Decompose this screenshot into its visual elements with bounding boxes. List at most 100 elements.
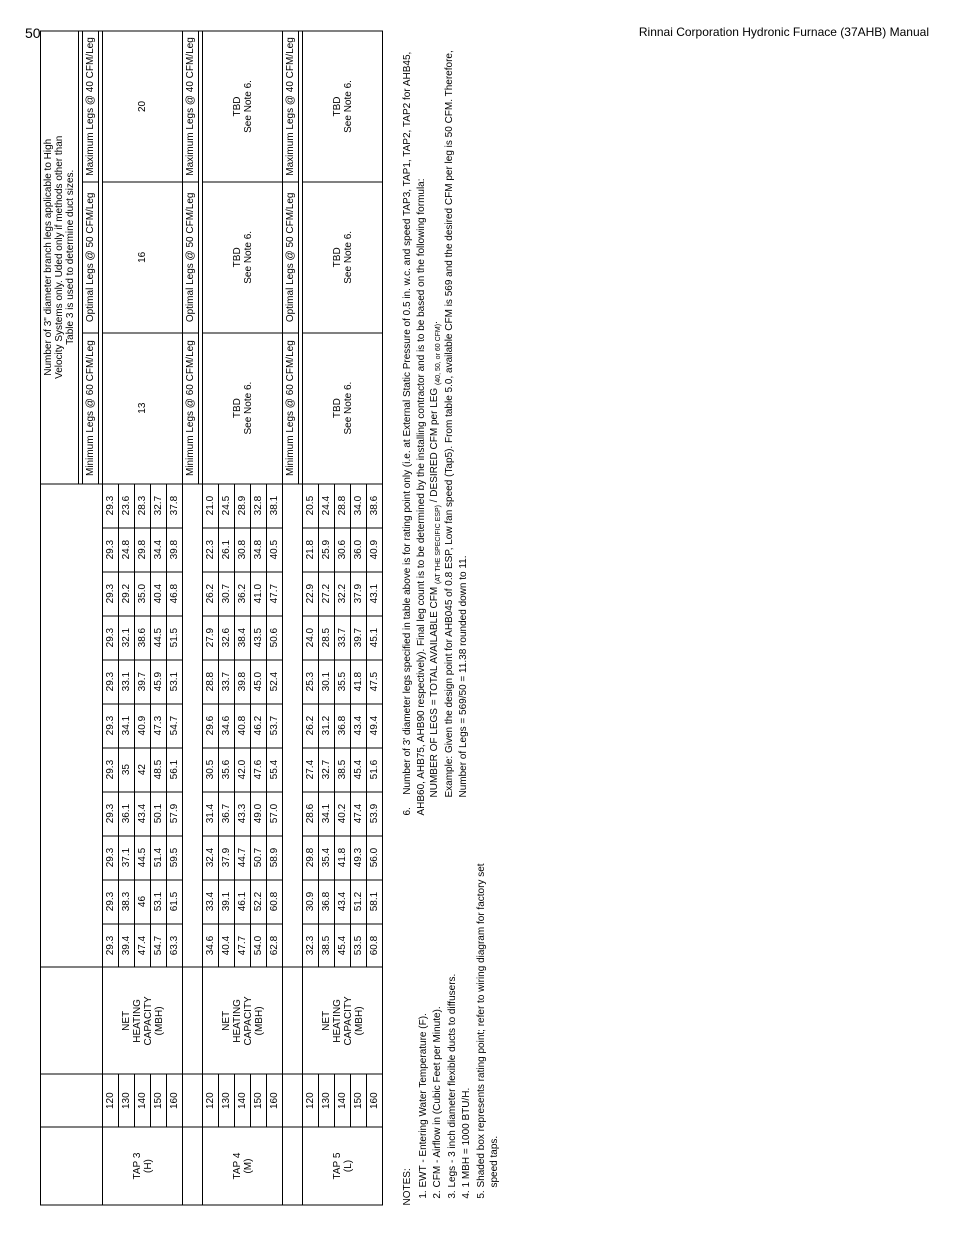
data-cell: 47.6 xyxy=(251,747,267,791)
min-legs-header-5: Minimum Legs @ 60 CFM/Leg xyxy=(283,332,299,483)
data-cell: 36.0 xyxy=(351,527,367,571)
data-cell: 34.1 xyxy=(319,791,335,835)
data-cell: 50.1 xyxy=(151,791,167,835)
data-cell: 35.6 xyxy=(219,747,235,791)
data-cell: 28.8 xyxy=(335,483,351,527)
data-cell: 30.5 xyxy=(203,747,219,791)
data-cell: 44.5 xyxy=(135,835,151,879)
data-cell: 35.5 xyxy=(335,659,351,703)
data-cell: 45.4 xyxy=(335,923,351,967)
capacity-value: 130 xyxy=(119,1074,135,1127)
data-cell: 29.3 xyxy=(103,835,119,879)
data-cell: 46 xyxy=(135,879,151,923)
data-cell: 38.5 xyxy=(319,923,335,967)
data-cell: 29.2 xyxy=(119,571,135,615)
data-cell: 43.4 xyxy=(135,791,151,835)
data-cell: 43.5 xyxy=(251,615,267,659)
data-cell: 45.0 xyxy=(251,659,267,703)
data-cell: 28.8 xyxy=(203,659,219,703)
data-cell: 40.9 xyxy=(367,527,383,571)
data-cell: 24.8 xyxy=(119,527,135,571)
data-cell: 34.6 xyxy=(203,923,219,967)
data-cell: 24.5 xyxy=(219,483,235,527)
data-cell: 28.6 xyxy=(303,791,319,835)
data-cell: 20.5 xyxy=(303,483,319,527)
data-cell: 28.9 xyxy=(235,483,251,527)
data-cell: 54.7 xyxy=(167,703,183,747)
data-cell: 39.7 xyxy=(135,659,151,703)
data-cell: 47.7 xyxy=(267,571,283,615)
note-6-text: Number of 3' diameter legs specified in … xyxy=(402,51,427,815)
data-cell: 26.2 xyxy=(303,703,319,747)
data-cell: 30.7 xyxy=(219,571,235,615)
branch-line3: Table 3 is used to determine duct sizes. xyxy=(65,169,76,344)
capacity-value: 130 xyxy=(319,1074,335,1127)
data-cell: 39.7 xyxy=(351,615,367,659)
data-cell: 50.6 xyxy=(267,615,283,659)
note-6-example: Example: Given the design point for AHB0… xyxy=(443,30,470,797)
data-cell: 36.8 xyxy=(319,879,335,923)
data-cell: 45.4 xyxy=(351,747,367,791)
capacity-value: 160 xyxy=(167,1074,183,1127)
data-cell: 33.4 xyxy=(203,879,219,923)
data-cell: 34.6 xyxy=(219,703,235,747)
data-cell: 37.8 xyxy=(167,483,183,527)
data-cell: 41.0 xyxy=(251,571,267,615)
net-heating-label: NETHEATINGCAPACITY(MBH) xyxy=(203,967,283,1074)
capacity-value: 150 xyxy=(151,1074,167,1127)
data-cell: 62.8 xyxy=(267,923,283,967)
data-cell: 29.8 xyxy=(135,527,151,571)
data-cell: 43.4 xyxy=(351,703,367,747)
capacity-value: 150 xyxy=(351,1074,367,1127)
data-cell: 58.9 xyxy=(267,835,283,879)
capacity-value: 160 xyxy=(367,1074,383,1127)
capacity-value: 130 xyxy=(219,1074,235,1127)
data-cell: 33.7 xyxy=(219,659,235,703)
data-cell: 21.0 xyxy=(203,483,219,527)
data-cell: 46.1 xyxy=(235,879,251,923)
note-5: Shaded box represents rating point; refe… xyxy=(475,845,502,1187)
data-cell: 38.6 xyxy=(367,483,383,527)
data-cell: 32.3 xyxy=(303,923,319,967)
min-legs-header: Minimum Legs @ 60 CFM/Leg xyxy=(83,332,99,483)
capacity-value: 150 xyxy=(251,1074,267,1127)
data-cell: 54.0 xyxy=(251,923,267,967)
data-cell: 33.7 xyxy=(335,615,351,659)
data-cell: 58.1 xyxy=(367,879,383,923)
data-cell: 29.3 xyxy=(103,923,119,967)
capacity-value: 140 xyxy=(135,1074,151,1127)
data-cell: 47.4 xyxy=(135,923,151,967)
data-cell: 41.8 xyxy=(335,835,351,879)
data-cell: 26.2 xyxy=(203,571,219,615)
leg-count-opt: 16 xyxy=(103,181,183,332)
note-6-label: 6. xyxy=(401,797,415,815)
leg-count-max: 20 xyxy=(103,31,183,182)
data-cell: 39.1 xyxy=(219,879,235,923)
data-cell: 53.1 xyxy=(151,879,167,923)
data-cell: 40.8 xyxy=(235,703,251,747)
data-cell: 26.1 xyxy=(219,527,235,571)
data-cell: 34.0 xyxy=(351,483,367,527)
data-cell: 21.8 xyxy=(303,527,319,571)
data-cell: 40.9 xyxy=(135,703,151,747)
note-6-formula: NUMBER OF LEGS = TOTAL AVAILABLE CFM (AT… xyxy=(428,321,443,797)
data-cell: 48.5 xyxy=(151,747,167,791)
data-cell: 47.5 xyxy=(367,659,383,703)
data-cell: 57.0 xyxy=(267,791,283,835)
data-cell: 47.4 xyxy=(351,791,367,835)
data-cell: 29.6 xyxy=(203,703,219,747)
data-cell: 30.8 xyxy=(235,527,251,571)
data-cell: 29.8 xyxy=(303,835,319,879)
data-cell: 43.3 xyxy=(235,791,251,835)
max-legs-header-5: Maximum Legs @ 40 CFM/Leg xyxy=(283,31,299,182)
data-cell: 30.6 xyxy=(335,527,351,571)
data-cell: 34.8 xyxy=(251,527,267,571)
leg-count-opt: TBDSee Note 6. xyxy=(303,181,383,332)
data-cell: 38.1 xyxy=(267,483,283,527)
data-cell: 24.0 xyxy=(303,615,319,659)
data-cell: 61.5 xyxy=(167,879,183,923)
data-cell: 32.8 xyxy=(251,483,267,527)
data-cell: 35.0 xyxy=(135,571,151,615)
data-cell: 32.7 xyxy=(319,747,335,791)
data-cell: 25.3 xyxy=(303,659,319,703)
